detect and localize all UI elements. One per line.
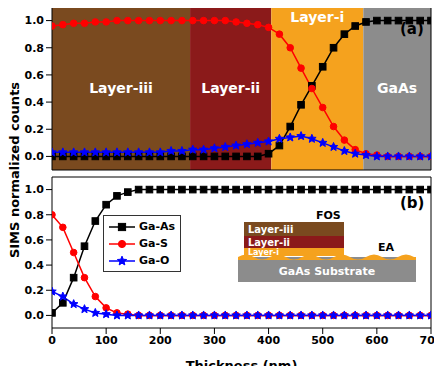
- svg-text:700: 700: [420, 334, 434, 347]
- html-text:(b): (b): [400, 194, 425, 212]
- svg-text:600: 600: [365, 334, 388, 347]
- html-text:Ga-As: Ga-As: [139, 220, 176, 233]
- svg-text:200: 200: [149, 334, 172, 347]
- svg-text:Layer-iii: Layer-iii: [248, 224, 293, 235]
- svg-text:Thickness (nm): Thickness (nm): [186, 358, 298, 366]
- svg-text:0.4: 0.4: [25, 259, 45, 272]
- svg-text:GaAs Substrate: GaAs Substrate: [279, 265, 375, 278]
- svg-text:1.0: 1.0: [25, 183, 45, 196]
- svg-text:0: 0: [48, 334, 56, 347]
- svg-text:Layer-ii: Layer-ii: [201, 80, 260, 96]
- svg-text:500: 500: [311, 334, 334, 347]
- html-text:Ga-S: Ga-S: [139, 237, 168, 250]
- svg-text:Layer-i: Layer-i: [290, 9, 344, 25]
- svg-text:Layer-i: Layer-i: [248, 248, 279, 257]
- svg-text:0.2: 0.2: [25, 284, 45, 297]
- svg-text:GaAs: GaAs: [377, 80, 417, 96]
- svg-text:0.8: 0.8: [25, 209, 45, 222]
- svg-text:0.8: 0.8: [25, 42, 45, 55]
- svg-text:Layer-iii: Layer-iii: [89, 80, 153, 96]
- svg-text:1.0: 1.0: [25, 14, 45, 27]
- svg-text:100: 100: [95, 334, 118, 347]
- html-text:(a): (a): [400, 20, 424, 38]
- html-text:Ga-O: Ga-O: [139, 254, 170, 267]
- svg-text:0.4: 0.4: [25, 96, 45, 109]
- svg-text:400: 400: [257, 334, 280, 347]
- html-text:SIMS normalized counts: SIMS normalized counts: [6, 81, 22, 259]
- svg-text:0.6: 0.6: [25, 69, 45, 82]
- svg-text:Layer-ii: Layer-ii: [248, 237, 290, 248]
- svg-text:FOS: FOS: [316, 209, 341, 222]
- svg-text:300: 300: [203, 334, 226, 347]
- svg-text:0.2: 0.2: [25, 123, 45, 136]
- svg-text:0.6: 0.6: [25, 234, 45, 247]
- svg-text:0.0: 0.0: [25, 309, 45, 322]
- svg-text:0.0: 0.0: [25, 150, 45, 163]
- svg-text:EA: EA: [378, 241, 395, 254]
